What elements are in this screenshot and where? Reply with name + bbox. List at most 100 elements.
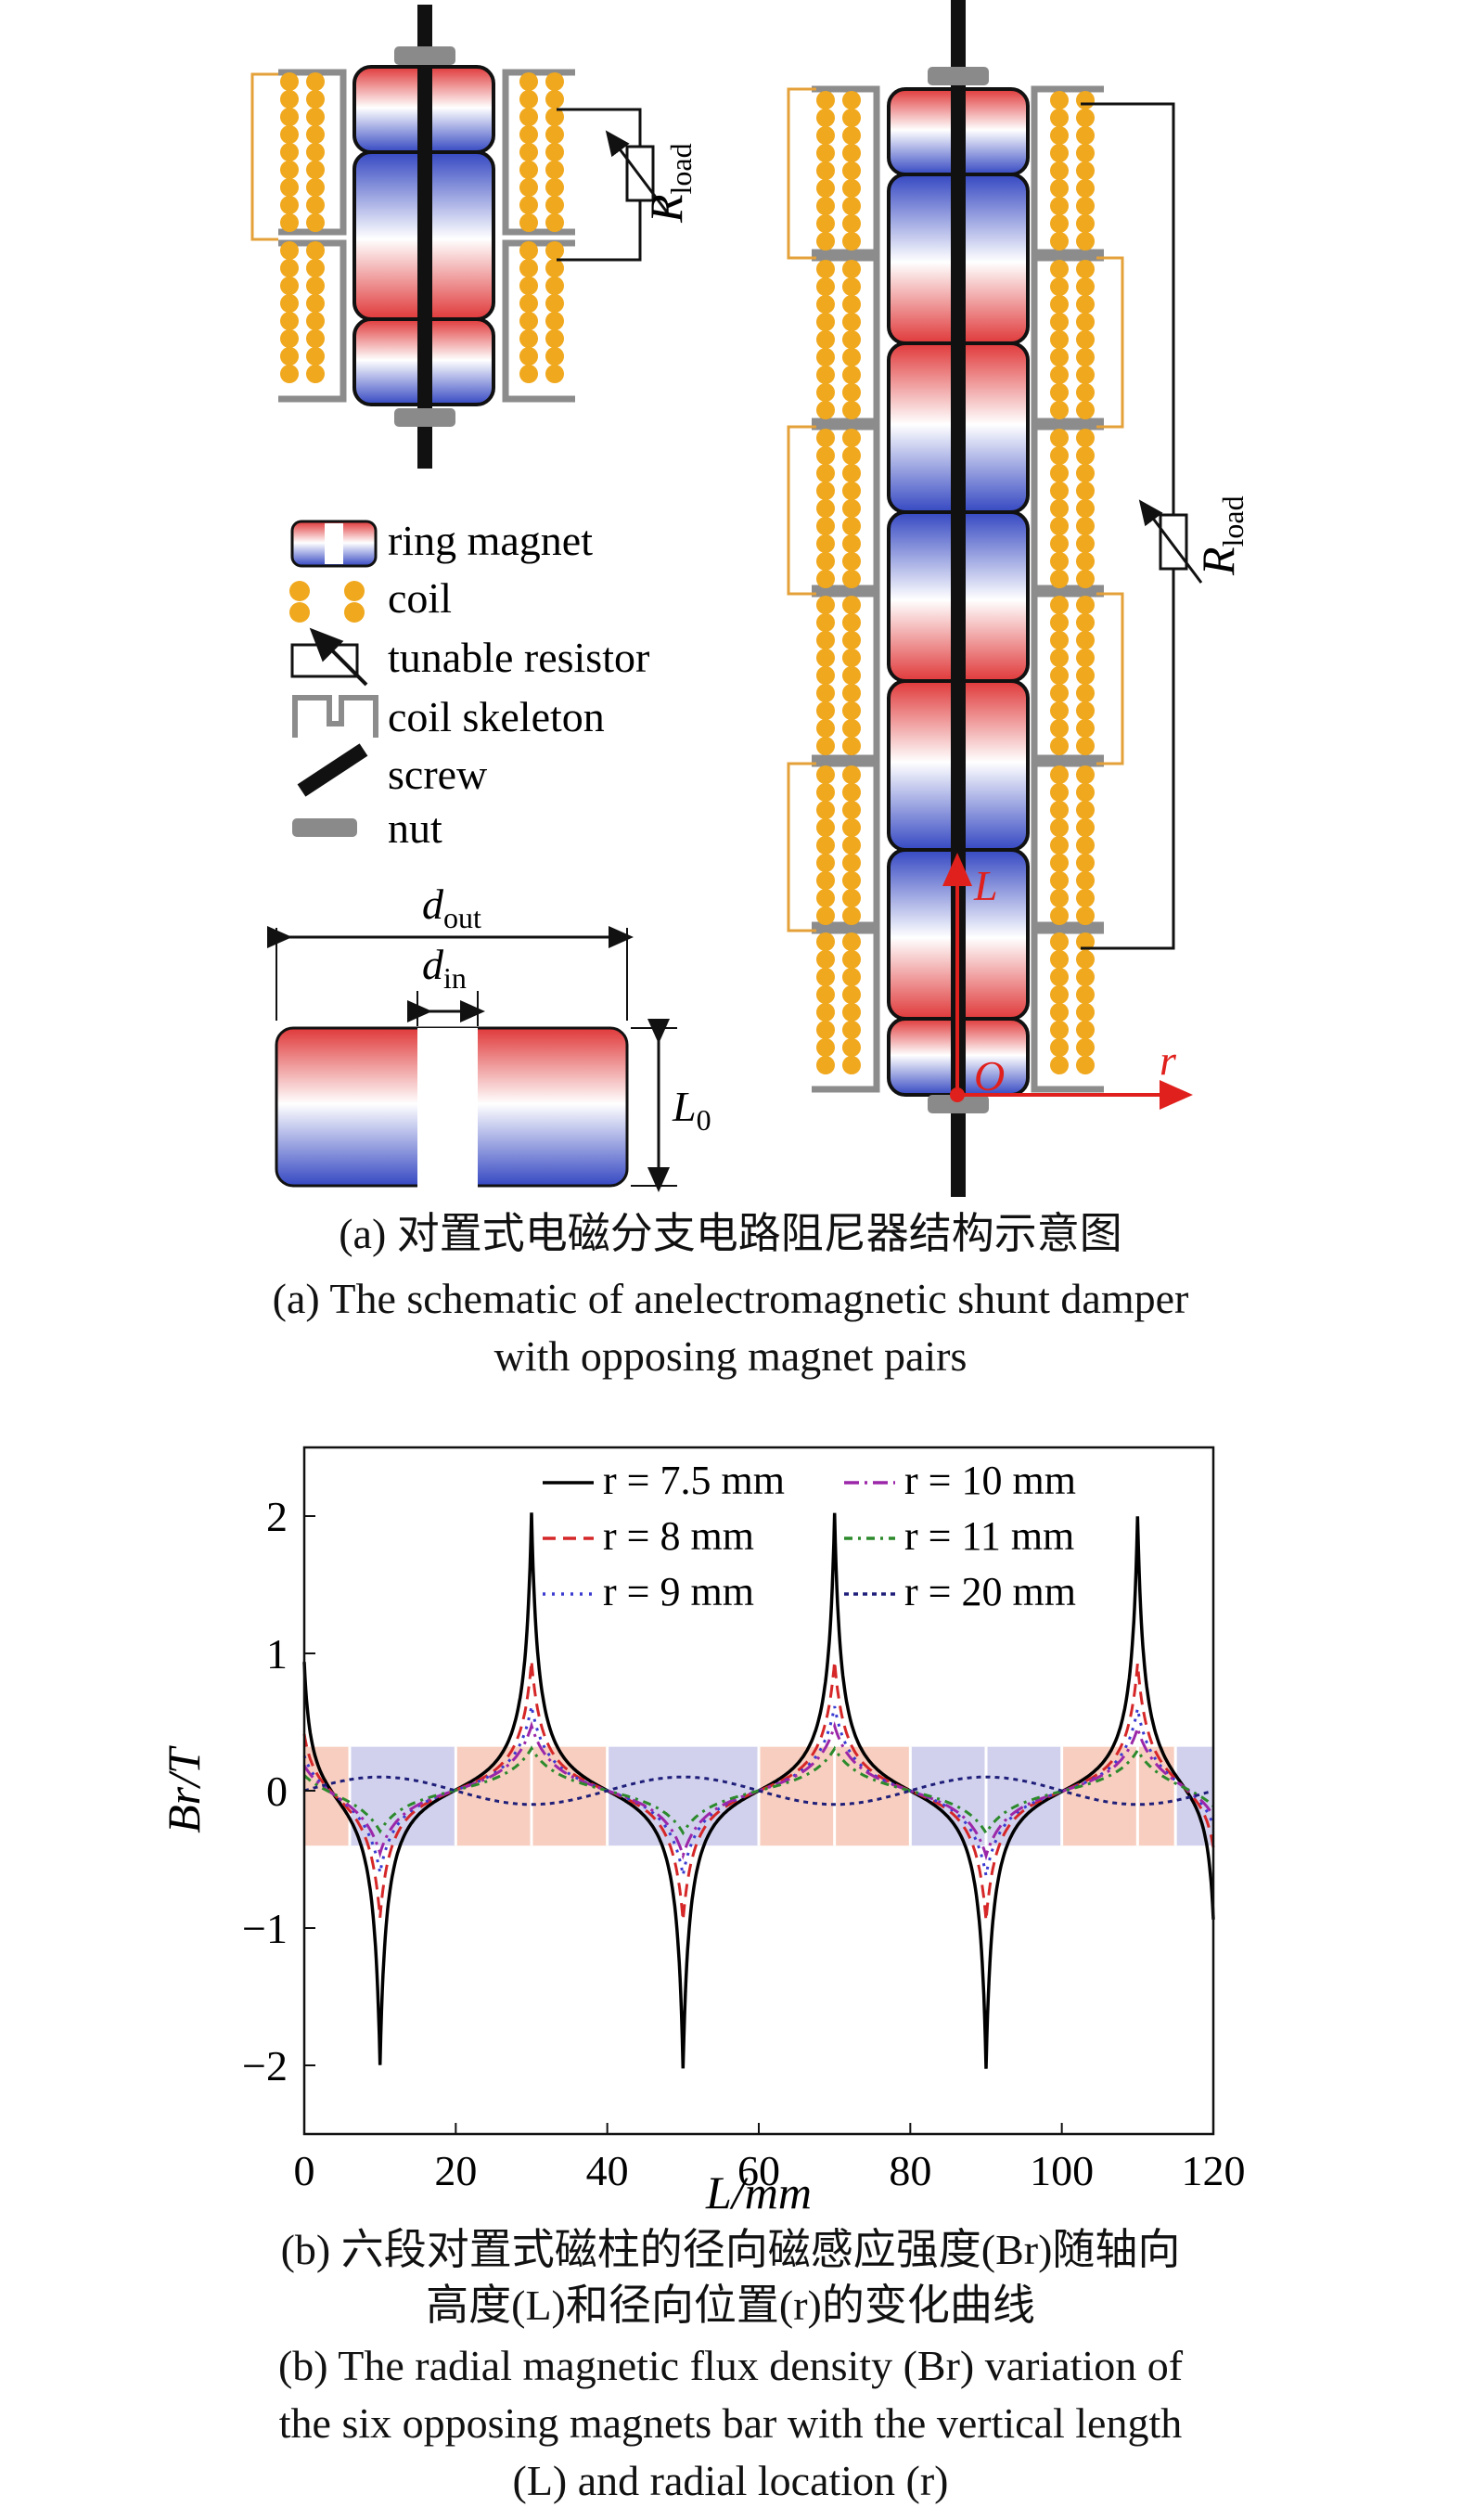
coil-turn <box>1050 871 1069 890</box>
coil-turn <box>1076 889 1095 907</box>
coil-turn <box>842 534 861 553</box>
coil-turn <box>1050 666 1069 685</box>
coil-turn <box>306 213 325 232</box>
coil-turn <box>1050 126 1069 145</box>
coil-turn <box>816 818 835 837</box>
coil-turn <box>1076 366 1095 384</box>
coil-turn <box>519 241 538 260</box>
resistor-label-large: R <box>1192 546 1244 576</box>
coil-turn <box>816 737 835 755</box>
coil-turn <box>842 985 861 1004</box>
coil-turn <box>306 90 325 109</box>
coil-turn <box>816 295 835 314</box>
coil-turn <box>842 783 861 802</box>
svg-text:L0: L0 <box>672 1083 711 1137</box>
coil-turn <box>1076 1021 1095 1039</box>
coil-turn <box>1050 906 1069 925</box>
dim-len-label: L <box>672 1083 697 1130</box>
coil-turn <box>1050 765 1069 784</box>
coil-turn <box>1076 818 1095 837</box>
coil-turn <box>842 482 861 500</box>
coil-turn <box>1050 366 1069 384</box>
coil-turn <box>1050 985 1069 1004</box>
coil-turn <box>1076 330 1095 349</box>
dim-out-label: d <box>422 881 444 928</box>
nut <box>928 67 989 85</box>
coil-skeleton-large <box>812 85 1104 1093</box>
coil-turn <box>1050 277 1069 296</box>
coil-turn <box>1050 260 1069 278</box>
coil-turn <box>842 144 861 162</box>
coil-turn <box>816 161 835 180</box>
coil-turn <box>1076 1056 1095 1074</box>
coil-turn <box>816 499 835 518</box>
coil-turn <box>1050 783 1069 802</box>
coil-turn <box>816 649 835 667</box>
coil-turn <box>1050 570 1069 588</box>
region-band <box>607 1746 759 1846</box>
caption-a-en-2: with opposing magnet pairs <box>493 1332 968 1380</box>
coil-skeleton <box>812 927 880 1093</box>
svg-text:din: din <box>422 941 467 995</box>
coil-connection-large <box>787 87 1124 932</box>
coil-turn <box>816 783 835 802</box>
coil-turn <box>306 72 325 91</box>
coil-turn <box>1076 144 1095 162</box>
coil-turn <box>816 401 835 419</box>
coil-turn <box>280 108 299 126</box>
coil-turn <box>306 108 325 126</box>
coil-turn <box>1050 719 1069 738</box>
coil-skeleton <box>812 85 880 256</box>
screw <box>417 5 432 469</box>
caption-b-cn-1: (b) 六段对置式磁柱的径向磁感应强度(Br)随轴向 <box>280 2226 1181 2273</box>
coil-turn <box>1076 91 1095 109</box>
coil-turn <box>280 90 299 109</box>
axis-ticks: 0 20 40 60 80 100 120 −2 −1 0 1 2 <box>242 1493 1245 2194</box>
coil-turn <box>842 932 861 951</box>
coil-turn <box>1076 214 1095 233</box>
coil-turn <box>1050 464 1069 482</box>
coil-turn <box>1076 348 1095 366</box>
coil-turn <box>545 125 564 144</box>
coil-turn <box>842 446 861 465</box>
coil-turn <box>1050 932 1069 951</box>
coil-turn <box>816 214 835 233</box>
coil-turn <box>816 144 835 162</box>
coil-turn <box>842 91 861 109</box>
dim-out-subscript: out <box>443 901 481 934</box>
coil-turn <box>545 365 564 383</box>
coil-turn <box>842 1056 861 1074</box>
coil-turn <box>280 312 299 330</box>
coil-turn <box>1076 871 1095 890</box>
coil-turn <box>1076 277 1095 296</box>
coil-turn <box>1076 401 1095 419</box>
coil-turn <box>280 178 299 197</box>
coil-turn <box>1076 836 1095 855</box>
coil-turn <box>842 161 861 180</box>
coil-turn <box>842 818 861 837</box>
coil-turn <box>1050 482 1069 500</box>
svg-text:Rload: Rload <box>640 143 698 224</box>
dim-in-subscript: in <box>443 961 467 995</box>
coil-turn <box>306 178 325 197</box>
coil-turn <box>1076 765 1095 784</box>
coil-skeleton <box>812 760 880 929</box>
coil-turn <box>816 854 835 872</box>
coil-turn <box>519 329 538 348</box>
coil-turn <box>1076 613 1095 632</box>
coil-turn <box>1050 383 1069 402</box>
x-tick-label: 120 <box>1182 2147 1246 2194</box>
x-tick-label: 100 <box>1030 2147 1094 2194</box>
coil-turn <box>842 596 861 614</box>
coil-turn <box>1050 179 1069 198</box>
coil-turn <box>1076 429 1095 447</box>
coil-turn <box>545 276 564 295</box>
coil-turn <box>842 348 861 366</box>
coil-turn <box>306 347 325 366</box>
coil-turn <box>1076 854 1095 872</box>
x-tick-label: 40 <box>586 2147 629 2194</box>
y-axis-label: Br/T <box>158 1745 210 1833</box>
coil-turn <box>1076 968 1095 986</box>
coil-skeleton <box>1031 760 1104 929</box>
coil-turn <box>519 213 538 232</box>
